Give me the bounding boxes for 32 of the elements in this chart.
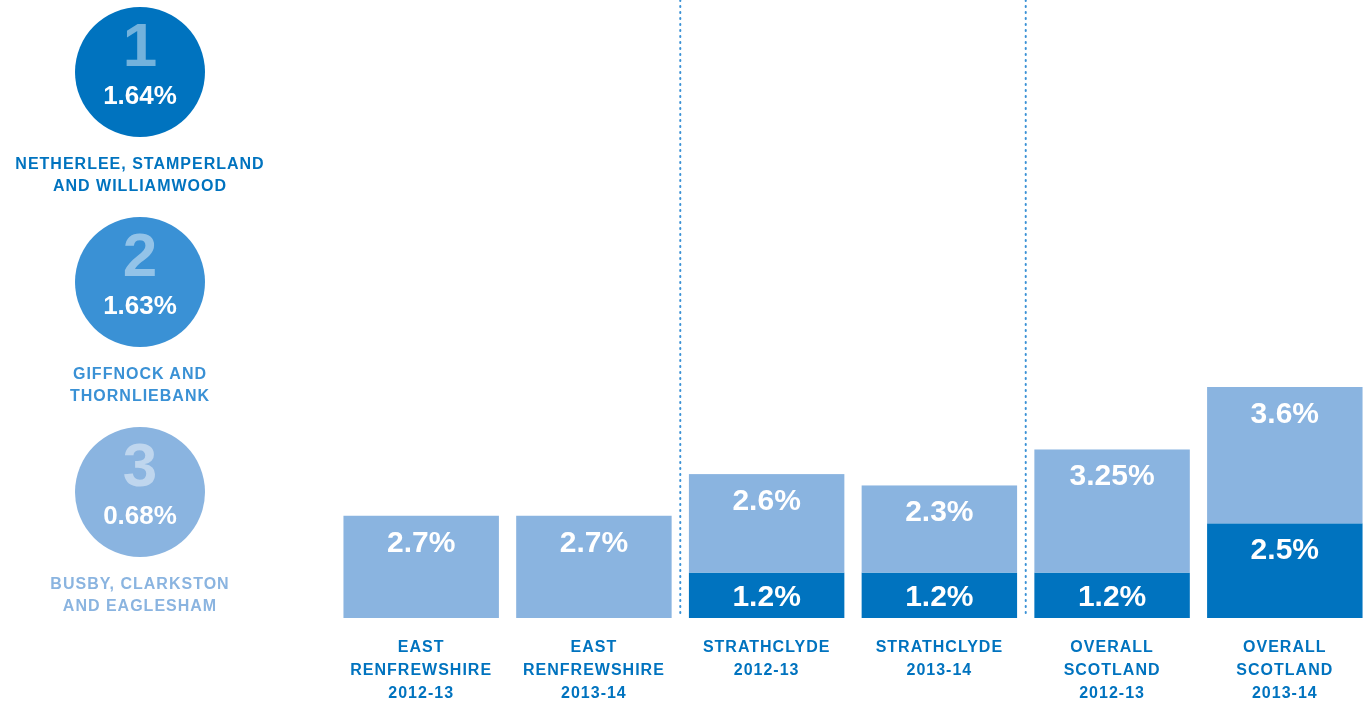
- data-label: 2.5%: [1250, 532, 1320, 566]
- data-label: 3.25%: [1069, 458, 1155, 492]
- text: 2: [122, 220, 158, 289]
- x-tick-label: OVERALL SCOTLAND 2012-13: [1063, 638, 1161, 701]
- data-label: 1.2%: [1077, 579, 1147, 613]
- data-label: 2.7%: [386, 524, 456, 558]
- data-label: 2.7%: [559, 524, 629, 558]
- data-label: 3.6%: [1250, 396, 1320, 429]
- bar: [1034, 449, 1190, 573]
- data-label: 1.2%: [905, 579, 974, 613]
- x-tick-label: EAST RENFREWSHIRE 2012-13: [350, 638, 493, 701]
- data-label: 2.3%: [905, 494, 974, 528]
- x-tick-label: STRATHCLYDE 2012-13: [702, 638, 831, 678]
- category-label: GIFFNOCK AND THORNLIEBANK: [70, 365, 210, 404]
- bar: [1034, 572, 1190, 618]
- data-label: 2.6%: [732, 483, 801, 517]
- x-tick-label: STRATHCLYDE 2013-14: [875, 638, 1004, 678]
- text: 1: [122, 10, 158, 79]
- bar: [1207, 387, 1363, 524]
- text: 1.64%: [103, 80, 177, 110]
- category-label: BUSBY, CLARKSTON AND EAGLESHAM: [50, 575, 230, 614]
- x-tick-label: EAST RENFREWSHIRE 2013-14: [523, 638, 665, 701]
- text: 0.68%: [103, 500, 177, 530]
- bar: [1207, 523, 1363, 618]
- x-tick-label: OVERALL SCOTLAND 2013-14: [1236, 638, 1334, 701]
- data-label: 1.2%: [732, 579, 801, 613]
- bar: [343, 515, 499, 618]
- bar: [516, 515, 672, 618]
- bar: [861, 485, 1018, 573]
- category-label: NETHERLEE, STAMPERLAND AND WILLIAMWOOD: [15, 155, 265, 194]
- text: 1.63%: [103, 290, 177, 320]
- bar: [688, 474, 845, 573]
